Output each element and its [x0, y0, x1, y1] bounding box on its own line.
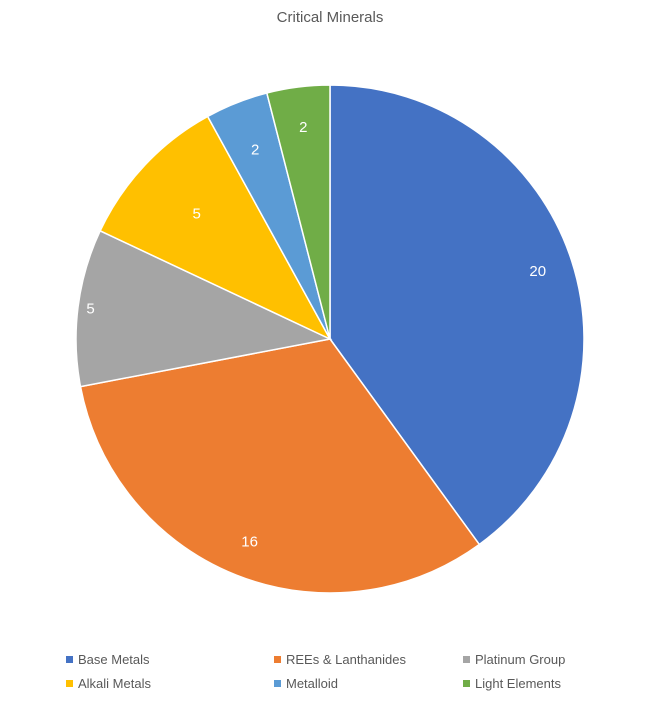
data-label-rees-and-lanthanides: 16 — [241, 534, 258, 551]
legend-label: Alkali Metals — [78, 676, 151, 691]
legend-item-alkali-metals: Alkali Metals — [66, 676, 151, 691]
pie-slices — [75, 84, 585, 594]
pie-slice-light-elements — [265, 84, 331, 340]
legend-swatch — [66, 680, 73, 687]
legend-label: Platinum Group — [475, 652, 566, 667]
data-label-platinum-group: 5 — [86, 300, 94, 317]
legend-item-platinum-group: Platinum Group — [463, 652, 565, 667]
pie-slice-platinum-group — [75, 229, 333, 388]
pie-slice-base-metals — [329, 84, 585, 546]
legend-label: Base Metals — [78, 652, 150, 667]
legend-label: Metalloid — [286, 676, 339, 691]
chart-title: Critical Minerals — [276, 9, 384, 26]
legend-item-metalloid: Metalloid — [274, 676, 338, 691]
data-label-metalloid: 2 — [251, 142, 259, 159]
pie-chart: 20 16 5 5 2 2 — [75, 84, 585, 594]
legend-item-light-elements: Light Elements — [463, 676, 561, 691]
legend-swatch — [66, 656, 73, 663]
legend-swatch — [463, 680, 470, 687]
legend-label: REEs & Lanthanides — [286, 652, 406, 667]
data-label-base-metals: 20 — [529, 263, 546, 280]
legend-swatch — [274, 656, 281, 663]
legend-label: Light Elements — [475, 676, 561, 691]
data-label-alkali-metals: 5 — [193, 205, 201, 222]
legend-item-base-metals: Base Metals — [66, 652, 150, 667]
pie-slice-rees-and-lanthanides — [79, 338, 481, 594]
legend-item-rees-and-lanthanides: REEs & Lanthanides — [274, 652, 406, 667]
legend-swatch — [274, 680, 281, 687]
pie-slice-alkali-metals — [99, 115, 332, 341]
data-label-light-elements: 2 — [299, 119, 307, 136]
legend-swatch — [463, 656, 470, 663]
pie-data-labels: 20 16 5 5 2 2 — [86, 119, 546, 551]
